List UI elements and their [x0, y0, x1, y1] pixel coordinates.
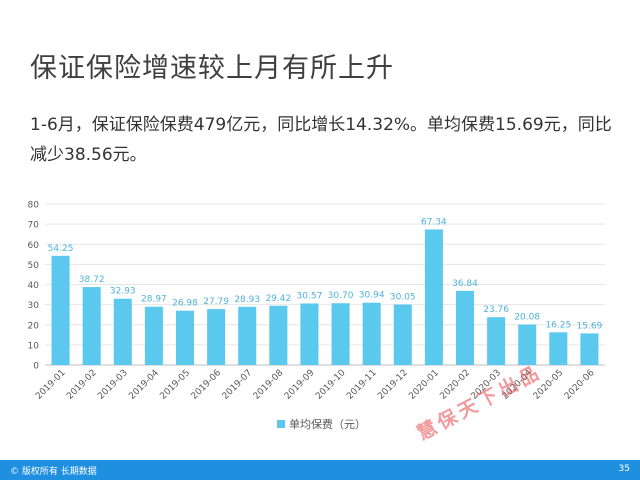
bar [113, 298, 132, 365]
x-tick-label: 2019-10 [314, 368, 348, 402]
bar [269, 305, 288, 365]
page-subtitle: 1-6月，保证保险保费479亿元，同比增长14.32%。单均保费15.69元，同… [30, 115, 612, 165]
bar [424, 229, 443, 365]
data-label: 30.70 [328, 291, 354, 301]
y-tick-label: 50 [28, 261, 40, 271]
footer-copyright: © 版权所有 长期数据 [10, 467, 97, 477]
bar [487, 317, 506, 365]
data-label: 30.57 [297, 291, 323, 301]
data-label: 26.98 [172, 299, 198, 309]
bar [331, 303, 350, 365]
x-tick-label: 2019-11 [345, 368, 379, 402]
data-label: 20.08 [514, 313, 540, 323]
bar [238, 306, 257, 365]
bar [549, 332, 568, 365]
y-axis-ticks: 0 10 20 30 40 50 60 70 80 [28, 201, 40, 372]
page-number: 35 [618, 464, 630, 474]
data-label: 29.42 [265, 294, 291, 304]
x-tick-label: 2020-06 [563, 368, 597, 402]
legend: 单均保费（元） [277, 417, 366, 431]
bar [362, 302, 381, 365]
y-tick-label: 60 [28, 241, 40, 251]
data-label: 67.34 [421, 217, 447, 227]
x-tick-label: 2019-12 [376, 368, 410, 402]
legend-label: 单均保费（元） [289, 417, 366, 431]
x-tick-label: 2019-02 [65, 368, 99, 402]
x-tick-label: 2019-05 [158, 368, 192, 402]
y-tick-label: 70 [28, 221, 40, 231]
y-tick-label: 80 [28, 201, 40, 211]
y-tick-label: 20 [28, 321, 40, 331]
data-label: 54.25 [48, 244, 74, 254]
y-tick-label: 10 [28, 341, 40, 351]
data-label: 32.93 [110, 287, 136, 297]
y-tick-label: 40 [28, 281, 40, 291]
grid-lines [45, 203, 605, 366]
x-tick-label: 2020-01 [407, 368, 441, 402]
bar-chart: 0 10 20 30 40 50 60 70 80 54.25 38.72 32.93 28.97 26… [28, 201, 605, 431]
bar [207, 309, 226, 365]
data-labels: 54.25 38.72 32.93 28.97 26.98 27.79 28.93 29.42… [48, 217, 603, 331]
bar [300, 303, 319, 365]
x-tick-label: 2019-01 [34, 368, 68, 402]
x-tick-label: 2019-07 [221, 368, 255, 402]
page-title: 保证保险增速较上月有所上升 [30, 53, 394, 84]
data-label: 30.05 [390, 293, 416, 303]
data-label: 15.69 [577, 321, 603, 331]
data-label: 38.72 [79, 275, 105, 285]
data-label: 27.79 [203, 297, 229, 307]
data-label: 36.84 [452, 279, 478, 289]
data-label: 16.25 [545, 320, 571, 330]
y-tick-label: 30 [28, 301, 40, 311]
bar [518, 324, 537, 365]
bar [82, 287, 101, 365]
data-label: 28.97 [141, 295, 167, 305]
data-label: 28.93 [234, 295, 260, 305]
x-tick-label: 2019-03 [96, 368, 130, 402]
legend-swatch [277, 420, 285, 428]
data-label: 23.76 [483, 305, 509, 315]
bar [51, 255, 70, 365]
bar [455, 290, 475, 365]
bar [144, 306, 163, 365]
bar [580, 333, 599, 365]
x-tick-label: 2019-08 [252, 368, 286, 402]
bar [393, 304, 412, 365]
x-tick-label: 2019-06 [190, 368, 224, 402]
data-label: 30.94 [359, 291, 385, 301]
x-tick-label: 2019-09 [283, 368, 317, 402]
bars [51, 229, 599, 365]
y-tick-label: 0 [33, 362, 39, 372]
footer-bar: © 版权所有 长期数据 35 [0, 460, 640, 480]
bar [175, 310, 195, 365]
x-tick-label: 2019-04 [127, 368, 161, 402]
